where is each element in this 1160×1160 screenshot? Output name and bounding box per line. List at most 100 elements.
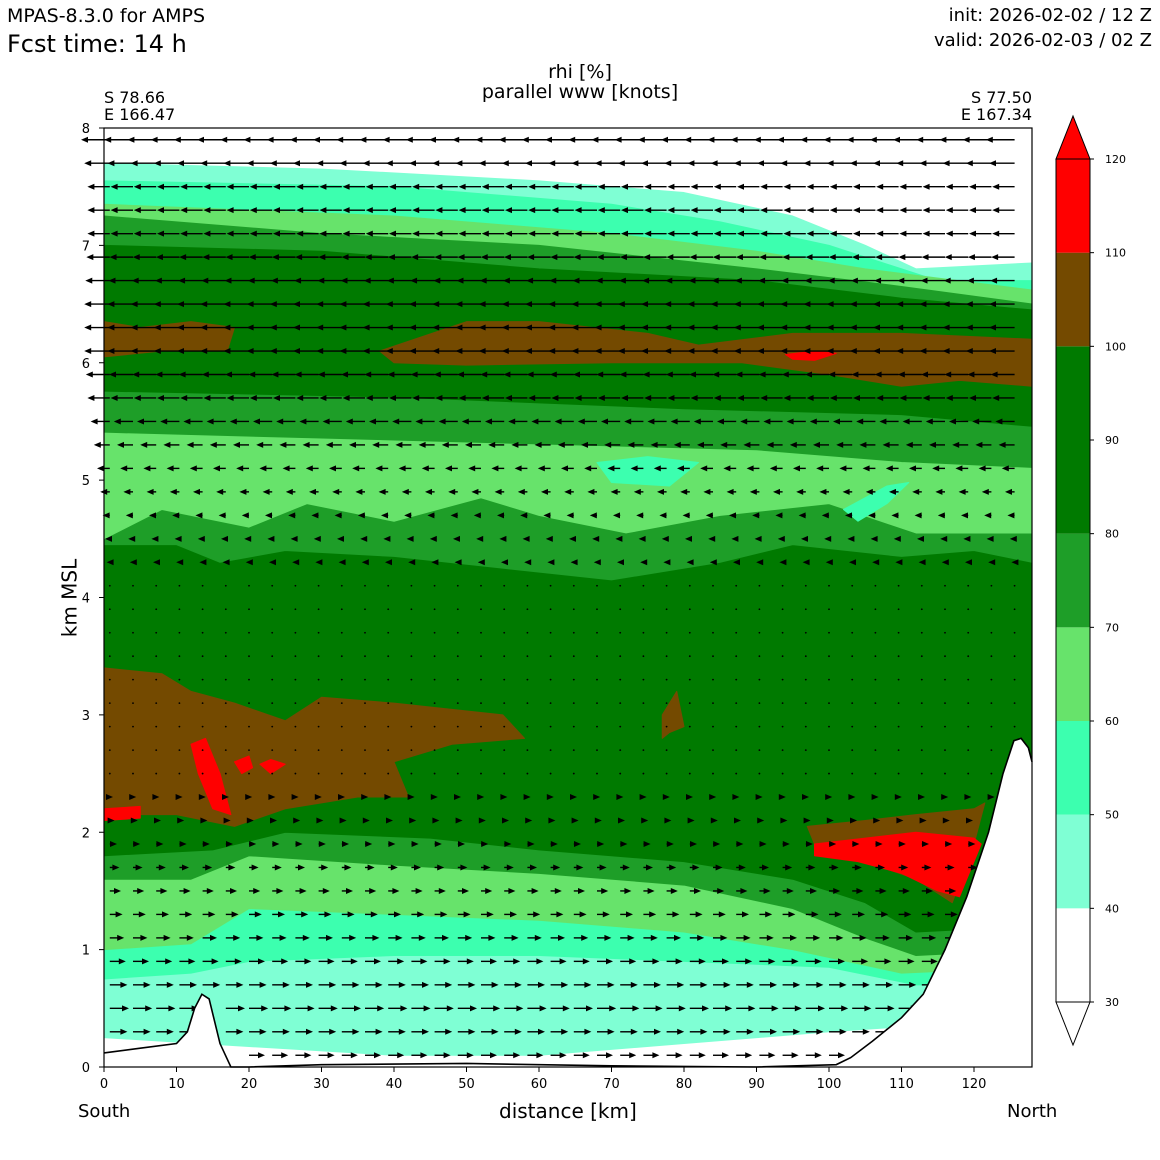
wind-vector	[550, 1005, 570, 1012]
wind-vector	[291, 794, 299, 801]
wind-vector	[223, 324, 249, 331]
wind-vector	[550, 1052, 567, 1059]
wind-vector	[123, 488, 133, 495]
wind-vector	[520, 512, 528, 519]
wind-vector	[409, 301, 435, 308]
wind-vector	[294, 702, 297, 705]
wind-vector	[365, 1052, 381, 1059]
wind-vector	[387, 254, 412, 261]
wind-vector	[369, 418, 389, 425]
wind-vector	[713, 394, 737, 401]
wind-vector	[108, 702, 111, 705]
wind-vector	[697, 441, 713, 448]
wind-vector	[945, 864, 955, 871]
wind-vector	[803, 817, 811, 824]
wind-vector	[249, 1005, 269, 1012]
wind-vector	[524, 559, 532, 566]
wind-vector	[759, 887, 771, 894]
wind-vector	[1013, 584, 1016, 587]
wind-vector	[248, 608, 250, 611]
wind-vector	[248, 678, 250, 681]
wind-vector	[269, 324, 296, 331]
wind-vector	[736, 911, 749, 918]
wind-vector	[108, 678, 111, 681]
wind-vector	[757, 324, 783, 331]
wind-vector	[526, 702, 529, 705]
wind-vector	[317, 772, 320, 775]
wind-vector	[265, 512, 273, 519]
wind-vector	[505, 183, 528, 190]
wind-vector	[570, 794, 577, 801]
wind-vector	[573, 864, 584, 871]
wind-vector	[967, 702, 970, 705]
wind-vector	[905, 441, 922, 448]
wind-vector	[132, 749, 134, 751]
wind-vector	[177, 160, 203, 167]
wind-vector	[705, 512, 713, 519]
wind-vector	[132, 371, 157, 378]
wind-vector	[766, 441, 783, 448]
wind-vector	[689, 981, 708, 988]
wind-vector	[713, 887, 725, 894]
wind-vector	[912, 488, 922, 495]
wind-vector	[874, 725, 877, 728]
wind-vector	[225, 840, 233, 847]
wind-vector	[201, 772, 204, 775]
wind-vector	[526, 725, 529, 728]
wind-vector	[200, 817, 208, 824]
wind-vector	[110, 230, 133, 237]
wind-vector	[597, 1052, 613, 1059]
wind-vector	[151, 535, 159, 542]
wind-vector	[478, 160, 505, 167]
wind-vector	[411, 911, 425, 918]
wind-vector	[550, 981, 569, 988]
wind-vector	[736, 1028, 754, 1035]
wind-vector	[125, 512, 133, 519]
wind-vector	[362, 301, 389, 308]
wind-vector	[84, 324, 110, 331]
colorbar-tick-label: 120	[1105, 153, 1126, 166]
wind-vector	[992, 394, 1015, 401]
wind-vector	[712, 725, 714, 728]
wind-vector	[285, 488, 296, 495]
wind-vector	[989, 301, 1015, 308]
wind-vector	[735, 655, 738, 658]
wind-vector	[296, 207, 319, 214]
wind-vector	[713, 183, 737, 190]
wind-vector	[918, 559, 926, 566]
wind-vector	[581, 441, 597, 448]
wind-vector	[620, 958, 637, 965]
wind-vector	[457, 254, 481, 261]
wind-vector	[365, 394, 389, 401]
wind-vector	[735, 608, 738, 611]
wind-vector	[921, 371, 945, 378]
wind-vector	[385, 301, 412, 308]
wind-vector	[978, 465, 992, 472]
wind-vector	[944, 608, 946, 611]
wind-vector	[454, 794, 461, 801]
wind-vector	[410, 371, 435, 378]
wind-vector	[200, 324, 226, 331]
wind-vector	[592, 535, 600, 542]
wind-vector	[577, 418, 597, 425]
wind-vector	[272, 1005, 292, 1012]
wind-vector	[550, 254, 574, 261]
wind-vector	[501, 559, 508, 566]
wind-vector	[607, 465, 621, 472]
wind-vector	[179, 981, 197, 988]
wind-vector	[809, 418, 829, 425]
wind-vector	[481, 864, 491, 871]
wind-vector	[872, 559, 880, 566]
wind-vector	[644, 394, 667, 401]
wind-vector	[432, 817, 440, 824]
wind-vector	[339, 301, 365, 308]
wind-vector	[224, 655, 227, 658]
wind-vector	[349, 441, 365, 448]
wind-vector	[365, 183, 389, 190]
wind-vector	[945, 840, 953, 847]
wind-vector	[156, 911, 169, 918]
wind-vector	[549, 371, 574, 378]
wind-vector	[874, 584, 877, 587]
wind-vector	[269, 160, 296, 167]
wind-vector	[388, 981, 406, 988]
